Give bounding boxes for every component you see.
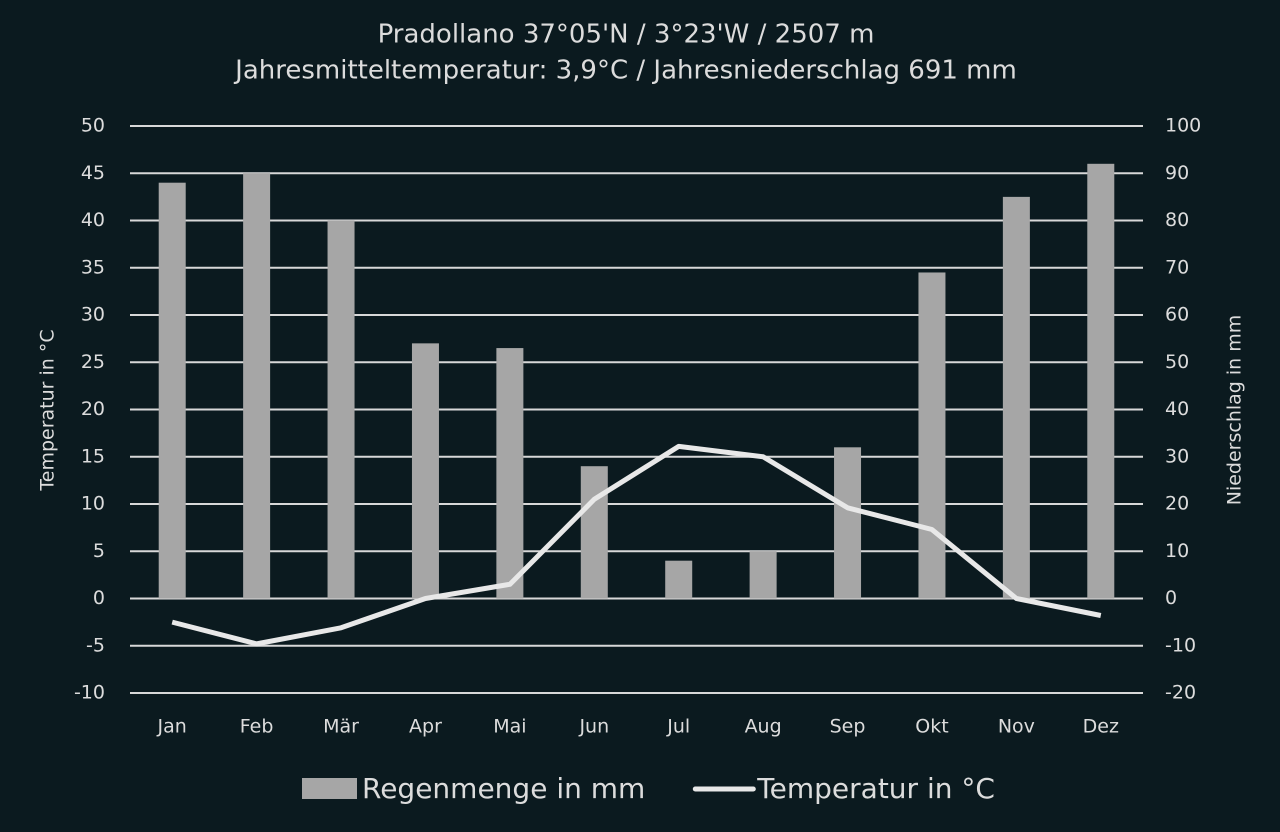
y-tick-label: 5 [93, 540, 105, 562]
y2-tick-label: 20 [1165, 493, 1189, 515]
legend-label: Temperatur in °C [756, 772, 995, 805]
bar [749, 551, 777, 599]
bar [243, 173, 271, 599]
y2-tick-label: 40 [1165, 398, 1189, 420]
x-tick-label: Apr [409, 716, 442, 738]
bar [158, 182, 186, 599]
bar [411, 343, 439, 599]
y-tick-label: 25 [81, 351, 105, 373]
x-tick-label: Okt [915, 716, 948, 738]
y-tick-label: 35 [81, 256, 105, 278]
y2-tick-label: 50 [1165, 351, 1189, 373]
x-tick-label: Jul [666, 716, 690, 738]
y-tick-label: 30 [81, 304, 105, 326]
y-tick-label: 15 [81, 445, 105, 467]
chart-subtitle: Jahresmitteltemperatur: 3,9°C / Jahresni… [233, 56, 1017, 86]
x-tick-label: Jan [157, 716, 187, 738]
x-tick-label: Feb [240, 716, 274, 738]
y-tick-label: -10 [74, 682, 105, 704]
x-tick-label: Jun [578, 716, 609, 738]
y2-tick-label: 100 [1165, 115, 1201, 137]
bar [834, 447, 862, 599]
y2-tick-label: 30 [1165, 445, 1189, 467]
bar [580, 466, 608, 599]
chart-title: Pradollano 37°05'N / 3°23'W / 2507 m [378, 20, 875, 50]
y-tick-label: 50 [81, 115, 105, 137]
y2-tick-label: 70 [1165, 256, 1189, 278]
y-tick-label: -5 [86, 634, 105, 656]
y-tick-label: 20 [81, 398, 105, 420]
x-tick-label: Nov [998, 716, 1035, 738]
y2-tick-label: 80 [1165, 209, 1189, 231]
bar [918, 272, 946, 599]
y2-tick-label: -10 [1165, 634, 1196, 656]
y-tick-label: 40 [81, 209, 105, 231]
bar [327, 220, 355, 599]
legend-label: Regenmenge in mm [362, 772, 645, 805]
x-tick-label: Dez [1083, 716, 1119, 738]
bar [496, 348, 524, 599]
line [171, 443, 1102, 647]
y2-axis-title: Niederschlag in mm [1224, 315, 1246, 506]
bar [1002, 196, 1030, 599]
legend-swatch [302, 778, 357, 799]
y2-tick-label: 10 [1165, 540, 1189, 562]
y2-tick-label: 60 [1165, 304, 1189, 326]
bar [665, 560, 693, 599]
y2-tick-label: -20 [1165, 682, 1196, 704]
y-tick-label: 10 [81, 493, 105, 515]
y2-tick-label: 90 [1165, 162, 1189, 184]
x-tick-label: Mai [493, 716, 526, 738]
bar [1087, 163, 1115, 599]
x-tick-label: Mär [323, 716, 359, 738]
x-tick-label: Sep [830, 716, 866, 738]
y2-tick-label: 0 [1165, 587, 1177, 609]
y-tick-label: 0 [93, 587, 105, 609]
y-axis-title: Temperatur in °C [37, 329, 59, 491]
x-tick-label: Aug [745, 716, 782, 738]
y-tick-label: 45 [81, 162, 105, 184]
